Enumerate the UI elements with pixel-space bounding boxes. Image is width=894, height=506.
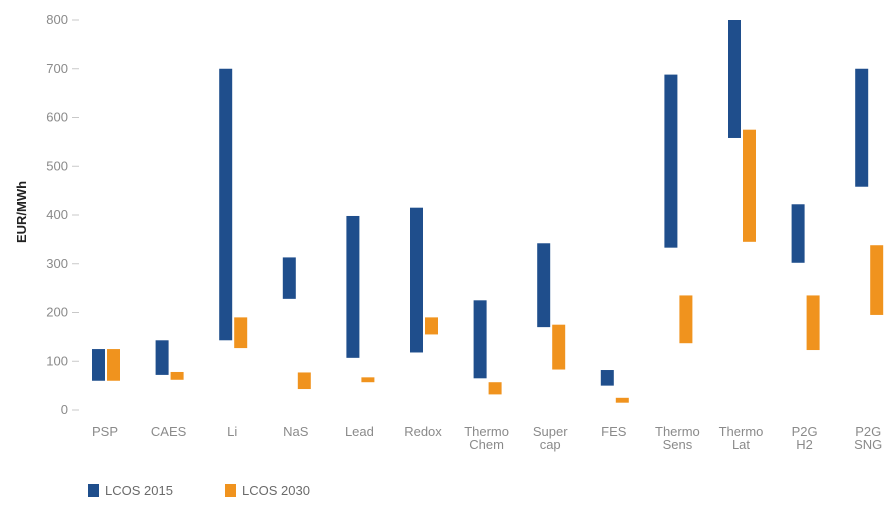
y-tick-label: 0 bbox=[61, 402, 68, 417]
bar-lcos-2015 bbox=[600, 370, 614, 386]
bar-lcos-2030 bbox=[361, 377, 375, 383]
x-tick-label: Lead bbox=[345, 424, 374, 439]
legend-swatch bbox=[88, 484, 99, 497]
bar-lcos-2030 bbox=[170, 371, 184, 380]
x-tick-label: Thermo Sens bbox=[655, 424, 700, 452]
legend-label: LCOS 2030 bbox=[242, 483, 310, 498]
x-tick-label: FES bbox=[601, 424, 627, 439]
bar-lcos-2030 bbox=[615, 397, 629, 403]
y-axis: 0 100 200 300 400 500 600 700 800 bbox=[46, 12, 79, 417]
bar-lcos-2030 bbox=[806, 295, 820, 351]
bar-lcos-2015 bbox=[219, 68, 233, 341]
x-tick-label: P2G SNG bbox=[854, 424, 882, 452]
bar-lcos-2030 bbox=[870, 245, 884, 315]
bar-lcos-2030 bbox=[743, 129, 756, 242]
legend-swatch bbox=[225, 484, 236, 497]
y-tick-label: 200 bbox=[46, 305, 68, 320]
y-tick-label: 300 bbox=[46, 256, 68, 271]
x-tick-label: Thermo Lat bbox=[719, 424, 764, 452]
bar-lcos-2030 bbox=[488, 382, 502, 395]
x-tick-label: Li bbox=[227, 424, 237, 439]
x-tick-label: NaS bbox=[283, 424, 309, 439]
legend: LCOS 2015 LCOS 2030 bbox=[88, 483, 310, 498]
x-tick-label: PSP bbox=[92, 424, 118, 439]
y-tick-label: 800 bbox=[46, 12, 68, 27]
y-tick-label: 100 bbox=[46, 353, 68, 368]
bar-lcos-2030 bbox=[297, 372, 311, 390]
bar-lcos-2015 bbox=[537, 243, 551, 328]
legend-label: LCOS 2015 bbox=[105, 483, 173, 498]
bar-lcos-2030 bbox=[679, 295, 693, 344]
y-tick-label: 500 bbox=[46, 158, 68, 173]
y-tick-label: 400 bbox=[46, 207, 68, 222]
bar-lcos-2030 bbox=[552, 324, 566, 370]
bar-lcos-2015 bbox=[92, 349, 105, 381]
bar-lcos-2015 bbox=[155, 340, 169, 375]
bar-lcos-2030 bbox=[234, 317, 248, 349]
x-tick-label: CAES bbox=[151, 424, 187, 439]
bar-lcos-2015 bbox=[410, 207, 423, 353]
y-tick-label: 700 bbox=[46, 61, 68, 76]
x-tick-label: Super cap bbox=[533, 424, 568, 452]
x-tick-label: Redox bbox=[404, 424, 442, 439]
bar-lcos-2015 bbox=[346, 215, 360, 358]
bar-lcos-2015 bbox=[664, 74, 678, 248]
bar-lcos-2030 bbox=[107, 349, 120, 381]
bar-lcos-2015 bbox=[282, 257, 296, 299]
y-axis-label: EUR/MWh bbox=[14, 181, 29, 243]
bar-lcos-2015 bbox=[728, 20, 741, 138]
bar-lcos-2030 bbox=[425, 317, 438, 335]
x-axis: PSP CAES Li NaS Lead Redox Thermo Chem Super cap F… bbox=[92, 424, 882, 452]
x-tick-label: Thermo Chem bbox=[464, 424, 509, 452]
bars bbox=[92, 20, 884, 403]
x-tick-label: P2G H2 bbox=[792, 424, 818, 452]
y-tick-label: 600 bbox=[46, 110, 68, 125]
bar-lcos-2015 bbox=[855, 68, 869, 187]
bar-lcos-2015 bbox=[473, 300, 487, 379]
bar-lcos-2015 bbox=[791, 204, 805, 263]
